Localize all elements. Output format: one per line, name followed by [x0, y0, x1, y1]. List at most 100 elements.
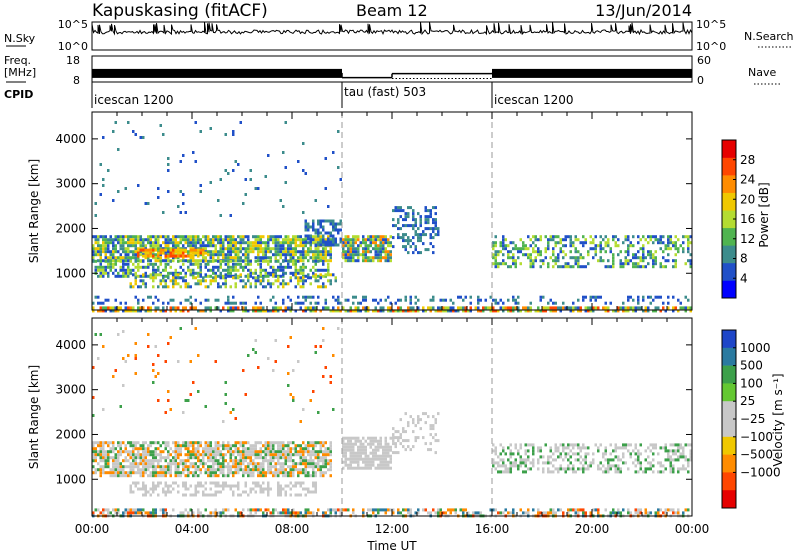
power-cell: [264, 250, 267, 254]
power-cell: [379, 235, 382, 239]
power-cell: [197, 279, 200, 283]
power-cell: [127, 271, 130, 275]
velocity-cell: [414, 424, 417, 428]
power-cell: [147, 295, 150, 299]
velocity-cell: [522, 461, 525, 465]
power-cell: [449, 306, 452, 310]
velocity-cell: [164, 465, 167, 469]
velocity-cell: [167, 490, 170, 494]
power-cell: [654, 262, 657, 266]
power-cell: [124, 250, 127, 254]
power-cell: [439, 306, 442, 310]
power-cell: [624, 235, 627, 239]
velocity-cell: [374, 466, 377, 470]
power-cell: [152, 268, 155, 272]
power-cell: [637, 241, 640, 245]
power-cell: [124, 256, 127, 260]
power-cell: [314, 309, 317, 313]
power-cell: [184, 254, 187, 258]
velocity-cell: [424, 421, 427, 425]
velocity-cell: [617, 455, 620, 459]
velocity-cell: [242, 474, 245, 478]
velocity-cell: [614, 446, 617, 450]
velocity-cell: [312, 511, 315, 515]
power-cell: [379, 306, 382, 310]
velocity-cell: [174, 444, 177, 448]
power-cell: [142, 273, 145, 277]
velocity-cell: [169, 447, 172, 451]
velocity-cell: [434, 451, 437, 455]
velocity-cell: [304, 459, 307, 463]
velocity-cell: [292, 396, 295, 399]
velocity-cell: [582, 458, 585, 462]
velocity-cell: [542, 470, 545, 474]
power-cell: [199, 279, 202, 283]
power-cell: [607, 265, 610, 269]
power-cell: [627, 262, 630, 266]
velocity-cell: [204, 508, 207, 512]
power-cell: [497, 265, 500, 269]
power-cell: [132, 256, 135, 260]
power-cell: [429, 236, 432, 240]
power-cell: [572, 301, 575, 305]
freq-segment: [92, 68, 342, 78]
velocity-cell: [159, 444, 162, 448]
power-cell: [557, 259, 560, 263]
power-cell: [219, 178, 222, 181]
velocity-cell: [107, 508, 110, 512]
velocity-cell: [119, 471, 122, 475]
power-cell: [352, 250, 355, 254]
power-cell: [149, 235, 152, 239]
power-cell: [569, 241, 572, 245]
power-cell: [409, 301, 412, 305]
power-cell: [334, 222, 337, 226]
velocity-cell: [419, 427, 422, 431]
power-cell: [239, 262, 242, 266]
velocity-cell: [232, 444, 235, 448]
power-cell: [277, 244, 280, 248]
velocity-cell: [277, 474, 280, 478]
velocity-cell: [104, 441, 107, 445]
power-cell: [652, 298, 655, 302]
velocity-cell: [397, 439, 400, 443]
velocity-cell: [384, 466, 387, 470]
velocity-cell: [154, 471, 157, 475]
power-cell: [389, 256, 392, 260]
power-cell: [262, 285, 265, 289]
power-cell: [197, 248, 200, 252]
power-cell: [687, 298, 690, 302]
power-cell: [594, 235, 597, 239]
velocity-cell: [574, 452, 577, 456]
power-cell: [374, 238, 377, 242]
power-cell: [302, 282, 305, 286]
velocity-cell: [302, 441, 305, 445]
power-cell: [122, 268, 125, 272]
velocity-cell: [504, 464, 507, 468]
power-cell: [149, 273, 152, 277]
velocity-cell: [244, 447, 247, 451]
velocity-cell: [327, 468, 330, 472]
velocity-cell: [602, 470, 605, 474]
velocity-cell: [262, 474, 265, 478]
power-cell: [332, 306, 335, 310]
power-cell: [104, 309, 107, 313]
power-cell: [312, 295, 315, 299]
velocity-cell: [259, 450, 262, 454]
power-cell: [167, 276, 170, 280]
power-cell: [177, 235, 180, 239]
velocity-cell: [197, 511, 200, 515]
velocity-cell: [307, 474, 310, 478]
power-cell: [372, 256, 375, 260]
velocity-colorbar-swatch: [722, 436, 736, 455]
velocity-cell: [312, 390, 315, 393]
power-cell: [287, 238, 290, 242]
power-cell: [214, 253, 217, 257]
power-cell: [627, 235, 630, 239]
velocity-cell: [302, 487, 305, 491]
velocity-cell: [312, 462, 315, 466]
power-cell: [282, 282, 285, 286]
velocity-cell: [234, 447, 237, 451]
power-cell: [297, 238, 300, 242]
velocity-cell: [222, 456, 225, 460]
power-cell: [204, 244, 207, 248]
